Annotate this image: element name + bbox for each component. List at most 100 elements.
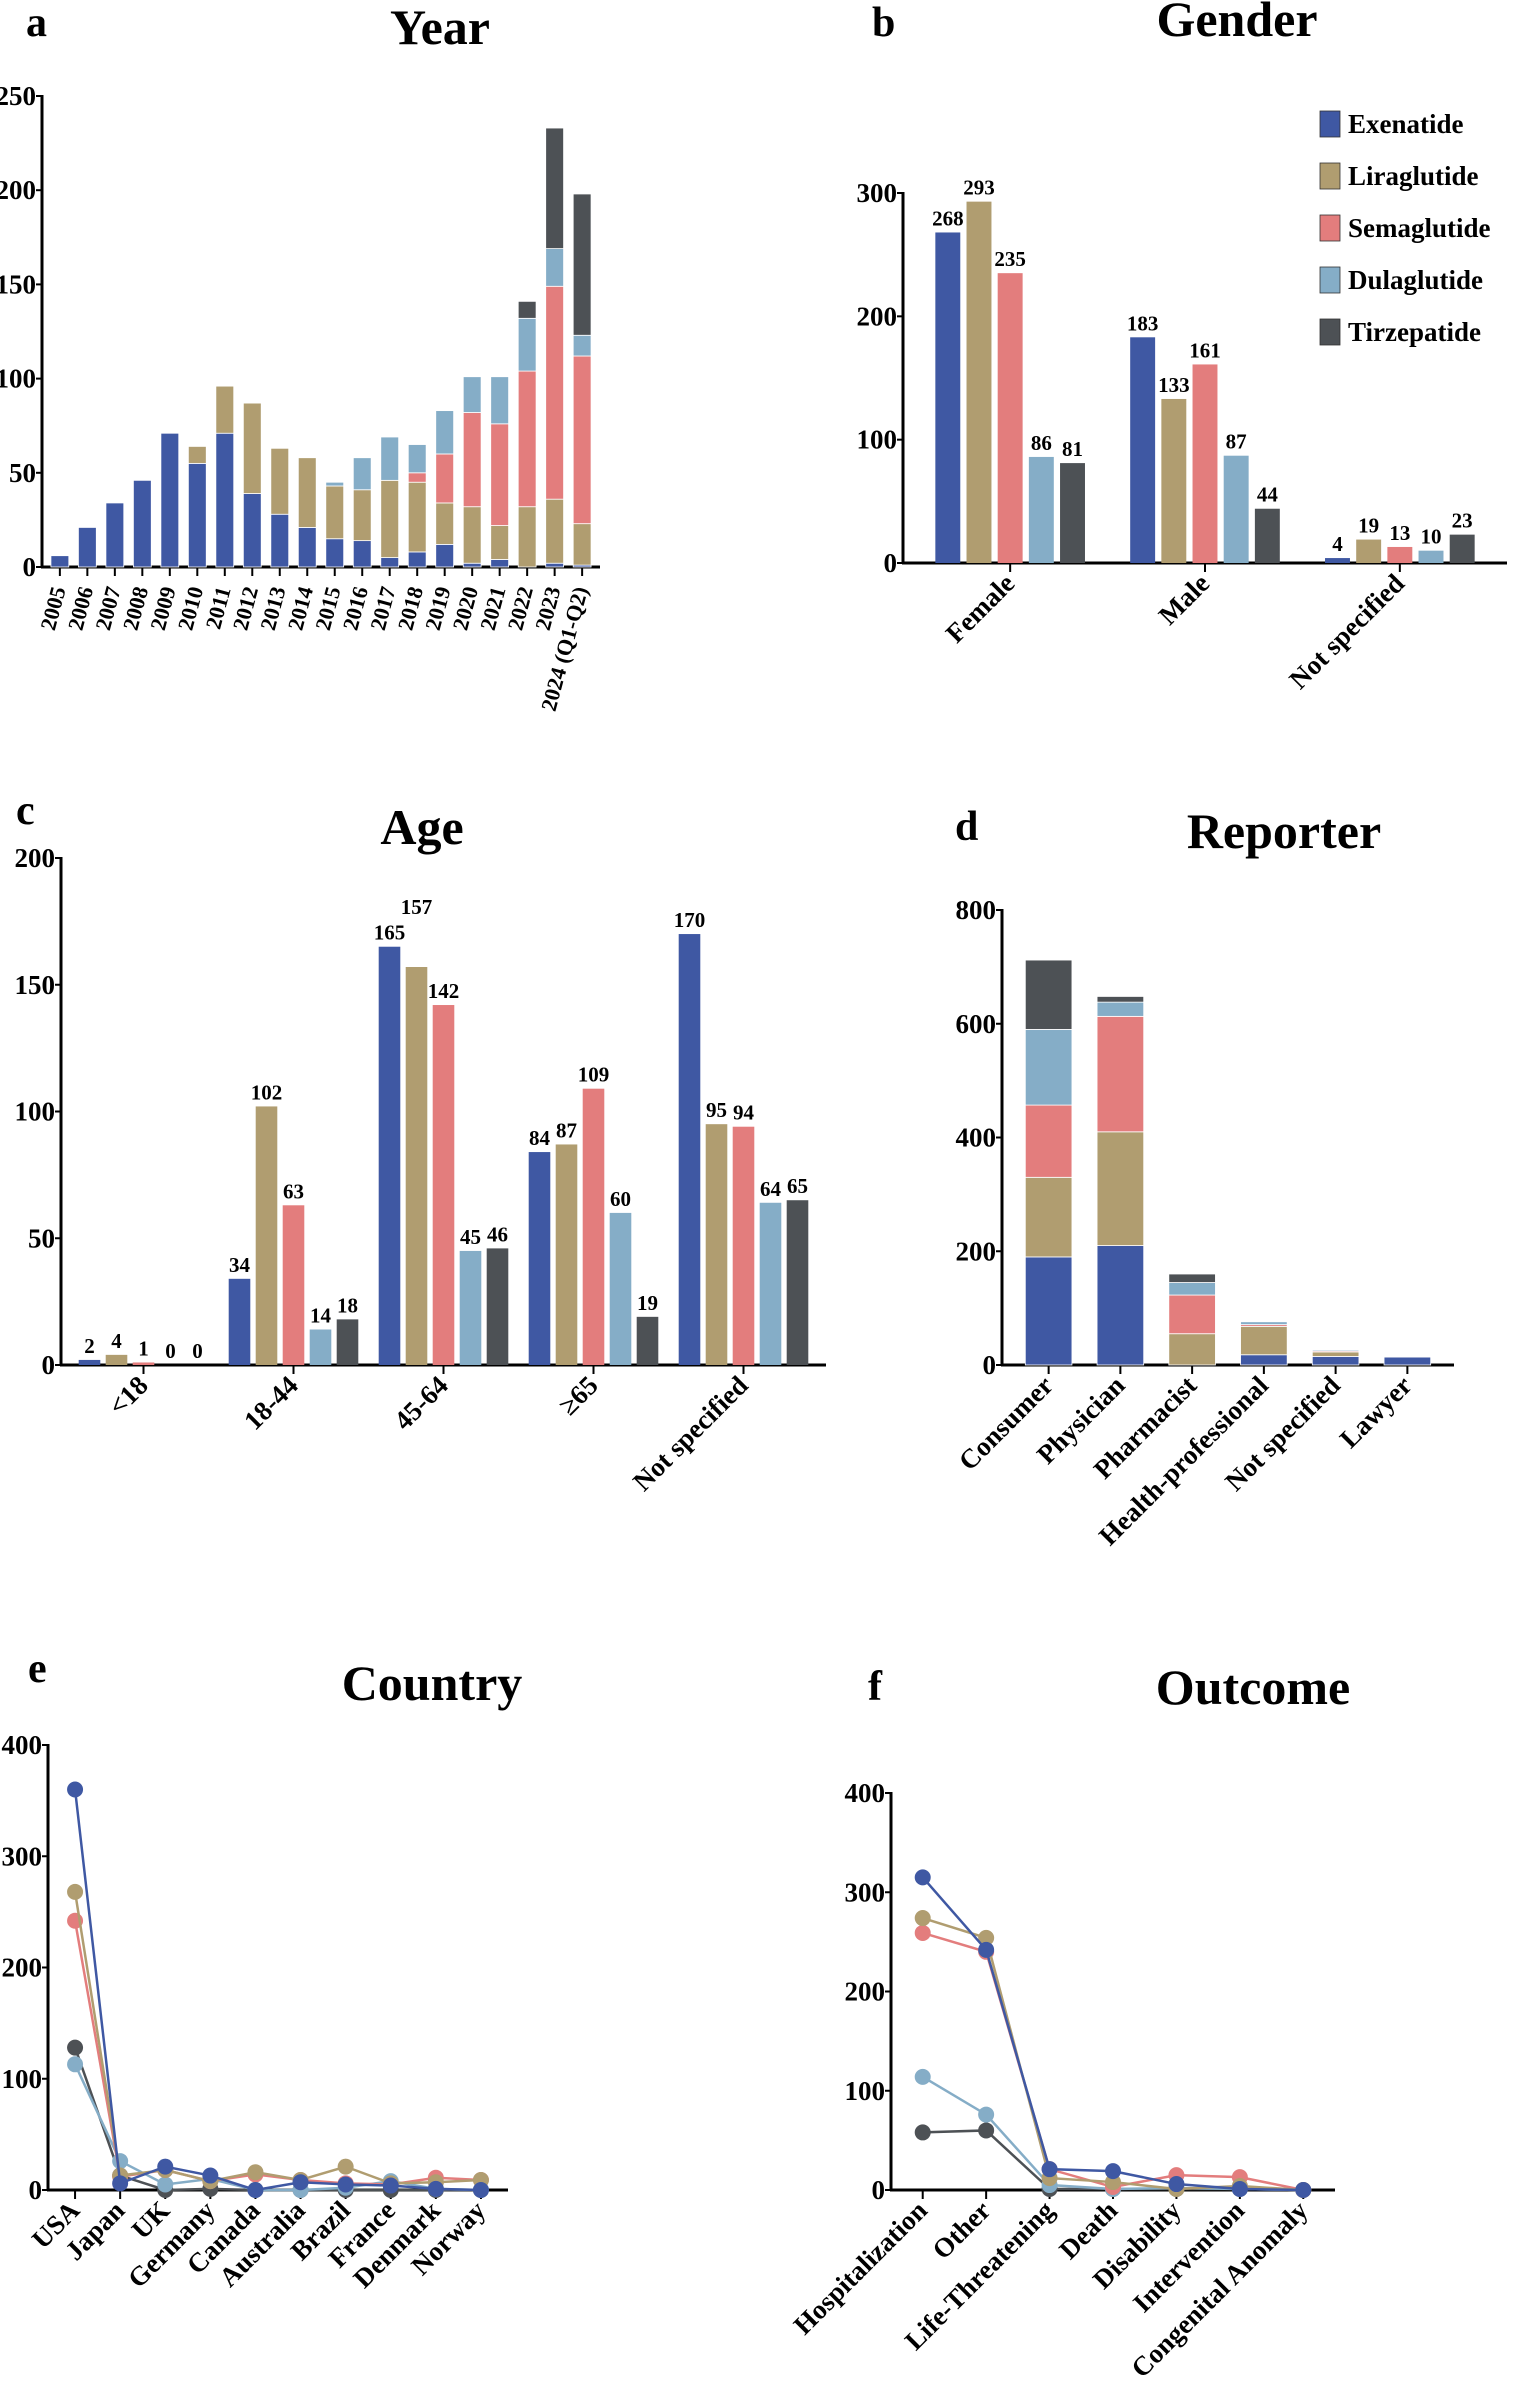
bar-semaglutide [132,1362,155,1365]
bar-segment-liraglutide [1024,1176,1073,1258]
bar-segment-exenatide [380,557,400,568]
bar-segment-dulaglutide [325,481,345,487]
y-tick-label: 100 [2,2064,43,2094]
x-tick-label: Male [1153,568,1216,631]
bar-segment-liraglutide [352,489,372,542]
panel-letter: a [26,0,47,46]
data-label: 65 [787,1174,808,1198]
bar-segment-exenatide [545,562,564,568]
legend-label: Liraglutide [1348,161,1479,191]
bar-segment-liraglutide [380,479,400,558]
bar-segment-semaglutide [517,370,537,508]
data-label: 293 [963,176,995,200]
point-exenatide [112,2175,129,2192]
bar-segment-exenatide [1024,1256,1073,1366]
bar-segment-exenatide [105,502,125,568]
panel-letter: c [16,788,35,834]
y-tick-label: 600 [956,1009,997,1039]
bar-segment-exenatide [132,479,152,568]
bar-segment-semaglutide [490,423,510,526]
data-label: 102 [251,1080,283,1104]
bar-dulaglutide [459,1250,482,1365]
panel-letter: e [28,1646,47,1692]
bar-segment-exenatide [187,462,207,568]
bar-segment-exenatide [435,543,455,568]
data-label: 34 [229,1253,251,1277]
point-exenatide [67,1781,84,1798]
bar-liraglutide [705,1124,728,1365]
point-exenatide [472,2182,489,2198]
y-tick-label: 400 [845,1778,886,1808]
y-tick-label: 0 [42,1350,56,1380]
y-tick-label: 300 [845,1877,886,1907]
x-tick-label: 45-64 [388,1370,454,1436]
data-label: 13 [1389,521,1410,545]
bar-segment-semaglutide [545,285,564,500]
data-label: 23 [1452,509,1473,533]
y-tick-label: 200 [857,301,898,331]
bar-semaglutide [1387,546,1413,563]
bar-segment-dulaglutide [435,410,455,455]
y-tick-label: 400 [956,1123,997,1153]
data-label: 4 [1332,532,1343,556]
bar-segment-liraglutide [545,498,564,564]
y-tick-label: 300 [2,1841,43,1871]
bar-tirzepatide [486,1248,509,1365]
point-exenatide [427,2180,444,2197]
x-tick-label: Not specified [627,1370,754,1497]
bar-segment-dulaglutide [407,444,427,474]
data-label: 87 [1226,430,1247,454]
bar-segment-exenatide [1311,1356,1360,1366]
bar-segment-liraglutide [242,402,262,494]
bar-segment-tirzepatide [1024,959,1073,1030]
legend-label: Tirzepatide [1348,317,1481,347]
point-liraglutide [914,1910,931,1927]
y-tick-label: 250 [0,81,36,111]
point-exenatide [1168,2176,1185,2193]
point-exenatide [157,2158,174,2175]
y-tick-label: 100 [0,364,36,394]
bar-tirzepatide [786,1200,809,1365]
point-dulaglutide [914,2068,931,2085]
bar-segment-semaglutide [435,453,455,504]
bar-segment-dulaglutide [1240,1321,1288,1326]
x-tick-label: <18 [103,1370,154,1421]
bar-segment-exenatide [242,493,262,568]
bar-exenatide [228,1278,251,1365]
bar-segment-liraglutide [1240,1325,1288,1356]
bar-exenatide [1130,337,1156,563]
bar-dulaglutide [1223,455,1249,563]
data-label: 10 [1421,525,1442,549]
bar-segment-liraglutide [517,506,537,568]
bar-dulaglutide [1028,456,1054,563]
data-label: 87 [556,1118,577,1142]
y-tick-label: 0 [23,552,37,582]
point-tirzepatide [914,2124,931,2141]
point-exenatide [1105,2163,1121,2180]
bar-segment-exenatide [407,551,427,568]
panel-f: f Outcome0100200300400HospitalizationOthe… [788,1659,1351,2383]
bar-segment-tirzepatide [1096,996,1145,1003]
data-label: 133 [1158,373,1190,397]
data-label: 0 [192,1339,203,1363]
point-dulaglutide [157,2176,174,2193]
y-tick-label: 200 [15,843,56,873]
bar-segment-liraglutide [1311,1351,1360,1357]
y-tick-label: 50 [9,458,36,488]
bar-segment-exenatide [352,540,372,568]
data-label: 1 [138,1336,149,1360]
data-label: 81 [1062,437,1083,461]
y-tick-label: 100 [15,1097,56,1127]
panel-letter: b [872,0,895,46]
legend-label: Semaglutide [1348,213,1491,243]
y-tick-label: 150 [15,970,56,1000]
point-exenatide [292,2174,309,2191]
data-label: 4 [111,1329,122,1353]
bar-exenatide [1325,558,1350,563]
data-label: 183 [1127,311,1159,335]
line-semaglutide [73,1920,482,2186]
point-dulaglutide [67,2056,84,2073]
data-label: 95 [706,1098,727,1122]
legend: Exenatide Liraglutide Semaglutide Dulagluti… [1319,109,1491,347]
